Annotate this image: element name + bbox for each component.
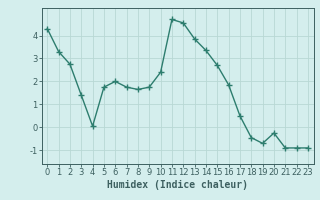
X-axis label: Humidex (Indice chaleur): Humidex (Indice chaleur) [107, 180, 248, 190]
